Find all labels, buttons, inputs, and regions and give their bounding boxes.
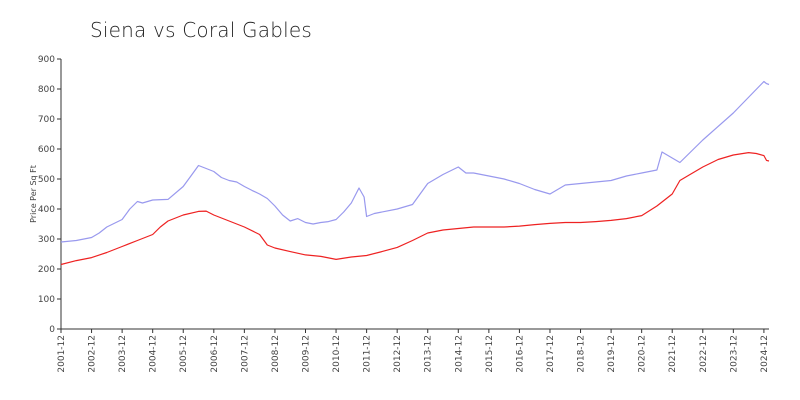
x-tick-label: 2006-12 <box>210 335 220 373</box>
x-tick-label: 2005-12 <box>179 335 189 373</box>
y-tick-label: 600 <box>38 145 55 155</box>
y-tick-label: 500 <box>38 175 55 185</box>
y-tick-label: 200 <box>38 265 55 275</box>
x-tick-label: 2013-12 <box>424 335 434 373</box>
x-tick-label: 2003-12 <box>118 335 128 373</box>
x-tick-label: 2024-12 <box>760 335 770 373</box>
series-line-1 <box>60 80 770 243</box>
x-tick-label: 2022-12 <box>699 335 709 373</box>
x-tick-label: 2002-12 <box>88 335 98 373</box>
x-tick-label: 2014-12 <box>454 335 464 373</box>
y-tick-label: 300 <box>38 235 55 245</box>
y-tick-label: 0 <box>49 325 55 335</box>
x-tick-label: 2004-12 <box>149 335 159 373</box>
y-axis-title: Price Per Sq Ft <box>29 165 38 223</box>
y-tick-label: 900 <box>38 55 55 65</box>
x-tick-label: 2011-12 <box>363 335 373 373</box>
x-tick-label: 2021-12 <box>668 335 678 373</box>
x-tick-label: 2010-12 <box>332 335 342 373</box>
y-tick-label: 700 <box>38 115 55 125</box>
x-tick-label: 2001-12 <box>57 335 67 373</box>
series-line-2 <box>60 152 770 266</box>
chart-title: Siena vs Coral Gables <box>90 18 312 42</box>
x-tick-label: 2023-12 <box>729 335 739 373</box>
y-tick-label: 800 <box>38 85 55 95</box>
x-tick-label: 2018-12 <box>577 335 587 373</box>
x-tick-label: 2019-12 <box>607 335 617 373</box>
x-tick-label: 2016-12 <box>515 335 525 373</box>
x-tick-label: 2008-12 <box>271 335 281 373</box>
y-tick-label: 100 <box>38 295 55 305</box>
y-tick-label: 400 <box>38 205 55 215</box>
x-tick-label: 2009-12 <box>301 335 311 373</box>
x-tick-label: 2007-12 <box>240 335 250 373</box>
x-tick-label: 2017-12 <box>546 335 556 373</box>
x-tick-label: 2020-12 <box>638 335 648 373</box>
x-tick-label: 2015-12 <box>485 335 495 373</box>
x-tick-label: 2012-12 <box>393 335 403 373</box>
